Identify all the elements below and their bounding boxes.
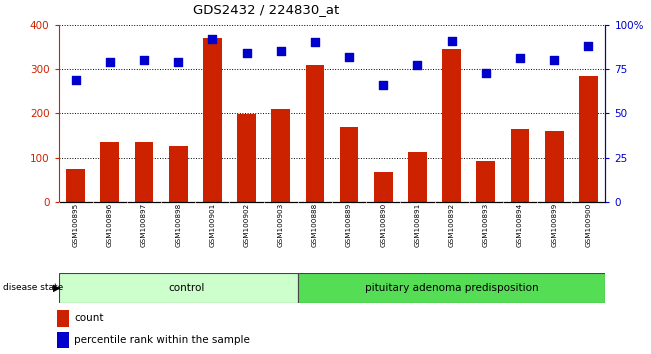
Text: disease state: disease state (3, 283, 64, 292)
Text: pituitary adenoma predisposition: pituitary adenoma predisposition (365, 282, 538, 293)
Bar (203, 38, 222, 202)
FancyBboxPatch shape (59, 273, 298, 303)
Text: GDS2432 / 224830_at: GDS2432 / 224830_at (193, 3, 340, 16)
Text: GSM100894: GSM100894 (517, 203, 523, 247)
Point (70, 77, 81, 82)
Bar (100, 142, 119, 202)
Bar (374, 172, 393, 202)
Point (242, 50, 252, 56)
Text: GSM100890: GSM100890 (380, 203, 386, 247)
Bar (169, 147, 187, 202)
Bar (477, 161, 495, 202)
Text: GSM100902: GSM100902 (243, 203, 249, 247)
Point (480, 70, 491, 75)
Bar (57, 332, 68, 348)
Bar (271, 109, 290, 202)
Point (207, 36, 217, 42)
Bar (510, 129, 529, 202)
Text: GSM100900: GSM100900 (585, 203, 591, 247)
Text: GSM100901: GSM100901 (210, 203, 215, 247)
Text: GSM100897: GSM100897 (141, 203, 147, 247)
Point (173, 59, 184, 65)
Text: GSM100888: GSM100888 (312, 203, 318, 247)
Point (105, 59, 115, 65)
Point (515, 56, 525, 61)
Point (310, 40, 320, 45)
Text: count: count (74, 313, 104, 323)
Text: GSM100895: GSM100895 (73, 203, 79, 247)
Point (139, 57, 149, 63)
Point (378, 82, 389, 88)
Text: GSM100903: GSM100903 (278, 203, 284, 247)
Point (447, 38, 457, 44)
Text: GSM100898: GSM100898 (175, 203, 181, 247)
Point (583, 43, 594, 49)
Text: GSM100893: GSM100893 (483, 203, 489, 247)
Bar (545, 131, 564, 202)
Bar (579, 76, 598, 202)
Text: GSM100889: GSM100889 (346, 203, 352, 247)
Bar (66, 169, 85, 202)
Text: GSM100891: GSM100891 (415, 203, 421, 247)
Point (275, 48, 286, 54)
Bar (408, 152, 427, 202)
Text: GSM100892: GSM100892 (449, 203, 454, 247)
Text: GSM100896: GSM100896 (107, 203, 113, 247)
Bar (135, 142, 154, 202)
Text: GSM100899: GSM100899 (551, 203, 557, 247)
Point (549, 57, 559, 63)
Bar (305, 65, 324, 202)
Bar (57, 310, 68, 326)
Point (344, 54, 354, 59)
Text: percentile rank within the sample: percentile rank within the sample (74, 335, 250, 346)
Bar (237, 114, 256, 202)
Bar (442, 49, 461, 202)
Point (412, 63, 422, 68)
Text: ▶: ▶ (53, 282, 61, 293)
Bar (340, 127, 359, 202)
FancyBboxPatch shape (298, 273, 605, 303)
Text: control: control (169, 282, 205, 293)
